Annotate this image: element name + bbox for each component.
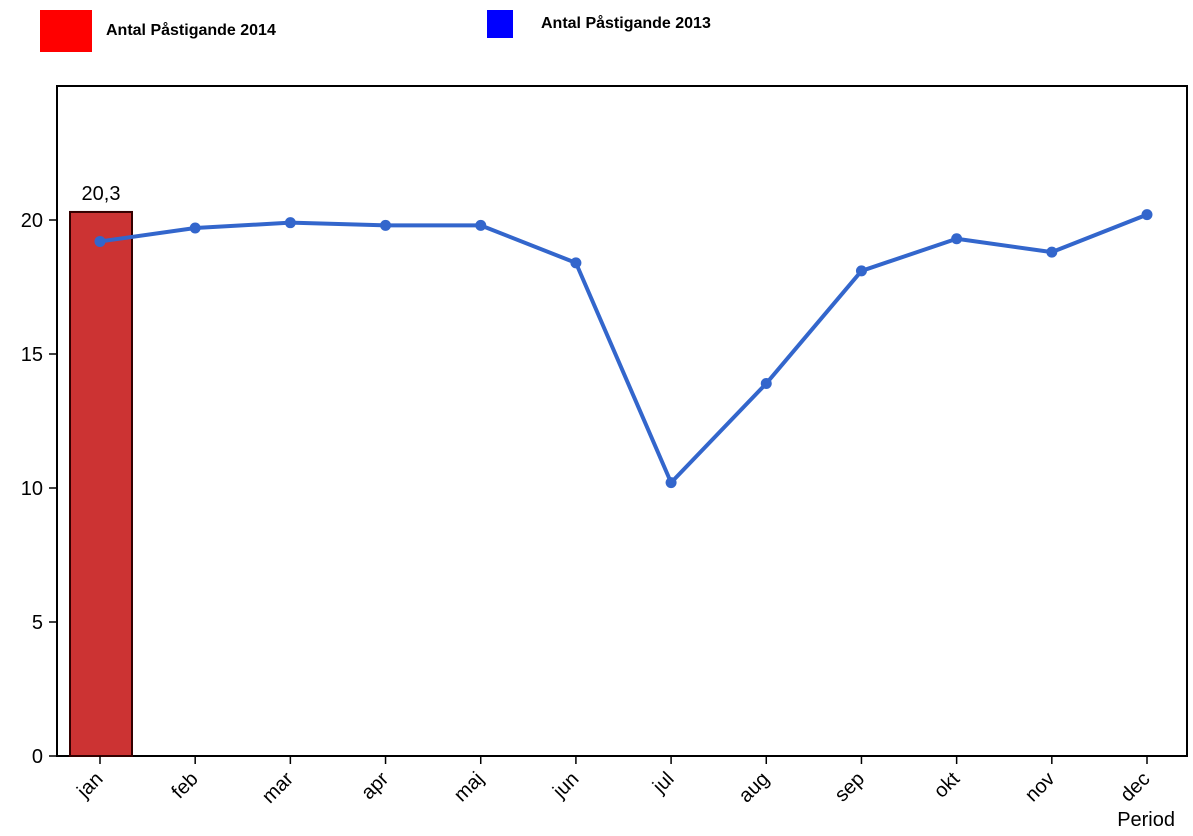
point-2013 — [570, 257, 582, 269]
point-2013 — [760, 377, 772, 389]
legend-swatch-2014 — [40, 10, 92, 52]
point-2013 — [284, 217, 296, 229]
x-axis-title: Period — [1117, 809, 1175, 831]
point-2013 — [189, 222, 201, 234]
x-tick-label: apr — [357, 768, 393, 804]
point-2013 — [94, 235, 106, 247]
bar-2014 — [69, 210, 133, 757]
legend-swatch-2013 — [487, 10, 513, 38]
legend-label-2014: Antal Påstigande 2014 — [106, 22, 276, 39]
y-axis-ticks: 0 5 10 15 20 — [21, 210, 57, 768]
y-tick-label: 15 — [21, 344, 43, 366]
x-tick-label: jan — [72, 768, 107, 803]
bar-data-label: 20,3 — [82, 183, 121, 205]
x-tick-label: dec — [1116, 768, 1154, 806]
point-2013 — [475, 219, 487, 231]
point-2013 — [665, 477, 677, 489]
x-tick-label: feb — [167, 768, 202, 803]
bars-layer: 20,3 — [69, 183, 133, 757]
x-tick-label: mar — [258, 768, 298, 808]
point-2013 — [1046, 246, 1058, 258]
x-tick-label: okt — [930, 768, 965, 803]
legend-item-2014: Antal Påstigande 2014 — [40, 10, 276, 52]
point-2013 — [380, 219, 392, 231]
y-tick-label: 10 — [21, 478, 43, 500]
point-2013 — [951, 233, 963, 245]
x-tick-label: sep — [831, 768, 869, 806]
x-tick-label: maj — [450, 768, 488, 806]
legend-item-2013: Antal Påstigande 2013 — [487, 10, 711, 38]
plot-area — [56, 85, 1188, 757]
x-axis-ticks: jan feb mar apr maj jun jul aug sep okt nov dec — [72, 756, 1155, 808]
x-tick-label: aug — [735, 768, 774, 807]
y-tick-label: 20 — [21, 210, 43, 232]
x-tick-label: nov — [1021, 768, 1059, 806]
series-line-2013 — [99, 212, 1148, 485]
y-tick-label: 5 — [32, 612, 43, 634]
legend-label-2013: Antal Påstigande 2013 — [541, 15, 711, 32]
line-layer — [94, 209, 1153, 489]
legend: Antal Påstigande 2014 Antal Påstigande 2… — [0, 0, 1193, 60]
point-2013 — [855, 265, 867, 277]
y-tick-label: 0 — [32, 746, 43, 768]
point-2013 — [1141, 209, 1153, 221]
x-tick-label: jul — [648, 768, 678, 798]
x-tick-label: jun — [548, 768, 583, 803]
